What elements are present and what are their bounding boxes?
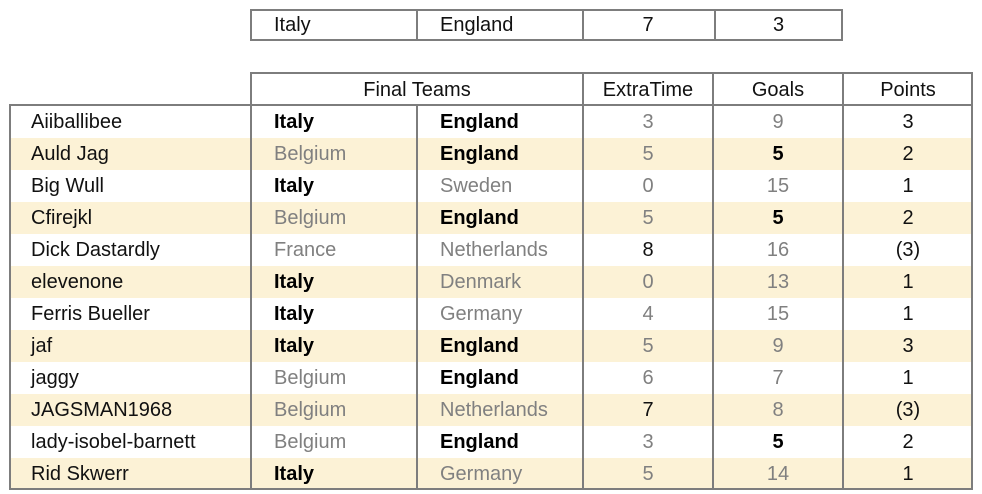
final-team-2: England: [440, 143, 519, 165]
header-final-teams: Final Teams: [363, 79, 471, 101]
goals-value: 15: [766, 303, 790, 325]
player-name: Ferris Bueller: [31, 303, 150, 325]
extra-time-value: 3: [642, 431, 654, 453]
points-value: 2: [902, 431, 914, 453]
goals-value: 16: [766, 239, 790, 261]
column-divider: [714, 11, 716, 39]
final-team-2: Germany: [440, 303, 523, 325]
goals-value: 8: [772, 399, 784, 421]
extra-time-value: 8: [642, 239, 654, 261]
column-divider: [842, 72, 844, 490]
player-name: Cfirejkl: [31, 207, 93, 229]
result-table: [250, 9, 843, 41]
final-team-2: England: [440, 431, 519, 453]
extra-time-value: 5: [642, 463, 654, 485]
result-extra-time: 7: [642, 14, 654, 36]
goals-value: 5: [772, 207, 784, 229]
final-team-2: England: [440, 367, 519, 389]
column-divider: [250, 72, 252, 490]
final-team-2: England: [440, 111, 519, 133]
final-team-1: Belgium: [274, 367, 347, 389]
extra-time-value: 3: [642, 111, 654, 133]
final-team-1: Italy: [274, 111, 315, 133]
player-name: JAGSMAN1968: [31, 399, 173, 421]
points-value: 1: [902, 367, 914, 389]
points-value: 1: [902, 303, 914, 325]
result-goals: 3: [772, 14, 785, 36]
final-team-2: England: [440, 207, 519, 229]
header-points: Points: [880, 79, 936, 101]
row-divider: [9, 104, 973, 106]
goals-value: 7: [772, 367, 784, 389]
header-extra-time: ExtraTime: [602, 79, 694, 101]
table-row: [9, 330, 973, 362]
goals-value: 5: [772, 143, 784, 165]
goals-value: 9: [772, 335, 784, 357]
final-team-1: Belgium: [274, 431, 347, 453]
column-divider: [582, 11, 584, 39]
final-team-2: Netherlands: [440, 399, 548, 421]
points-value: 3: [902, 335, 914, 357]
final-team-2: Germany: [440, 463, 523, 485]
extra-time-value: 5: [642, 335, 654, 357]
final-team-1: Belgium: [274, 207, 347, 229]
final-team-1: Italy: [274, 335, 315, 357]
goals-value: 9: [772, 111, 784, 133]
column-divider: [416, 104, 418, 490]
final-team-1: Italy: [274, 175, 315, 197]
table-row: [9, 266, 973, 298]
points-value: (3): [895, 239, 921, 261]
extra-time-value: 4: [642, 303, 654, 325]
goals-value: 13: [766, 271, 790, 293]
final-team-2: Sweden: [440, 175, 513, 197]
column-divider: [9, 104, 11, 490]
points-value: 3: [902, 111, 914, 133]
final-team-2: Netherlands: [440, 239, 548, 261]
final-team-1: France: [274, 239, 337, 261]
result-team1: Italy: [274, 14, 311, 36]
player-name: lady-isobel-barnett: [31, 431, 196, 453]
points-value: 1: [902, 271, 914, 293]
extra-time-value: 0: [642, 271, 654, 293]
final-team-1: Italy: [274, 463, 315, 485]
extra-time-value: 7: [642, 399, 654, 421]
final-team-1: Belgium: [274, 143, 347, 165]
row-divider: [9, 488, 973, 490]
column-divider: [582, 72, 584, 490]
points-value: 2: [902, 143, 914, 165]
player-name: Auld Jag: [31, 143, 109, 165]
goals-value: 5: [772, 431, 784, 453]
goals-value: 14: [766, 463, 790, 485]
table-row: [9, 138, 973, 170]
table-row: [9, 202, 973, 234]
final-team-2: Denmark: [440, 271, 522, 293]
column-divider: [712, 72, 714, 490]
extra-time-value: 5: [642, 143, 654, 165]
extra-time-value: 5: [642, 207, 654, 229]
player-name: Rid Skwerr: [31, 463, 129, 485]
column-divider: [416, 11, 418, 39]
header-goals: Goals: [751, 79, 805, 101]
player-name: jaf: [31, 335, 53, 357]
points-value: (3): [895, 399, 921, 421]
points-value: 1: [902, 463, 914, 485]
result-team2: England: [440, 14, 514, 36]
final-team-1: Italy: [274, 303, 315, 325]
final-team-1: Italy: [274, 271, 315, 293]
final-team-1: Belgium: [274, 399, 347, 421]
table-row: [9, 458, 973, 490]
goals-value: 15: [766, 175, 790, 197]
extra-time-value: 0: [642, 175, 654, 197]
player-name: Big Wull: [31, 175, 104, 197]
player-name: Dick Dastardly: [31, 239, 160, 261]
player-name: elevenone: [31, 271, 124, 293]
player-name: jaggy: [31, 367, 79, 389]
points-value: 1: [902, 175, 914, 197]
extra-time-value: 6: [642, 367, 654, 389]
player-name: Aiiballibee: [31, 111, 123, 133]
final-team-2: England: [440, 335, 519, 357]
points-value: 2: [902, 207, 914, 229]
table-row: [9, 394, 973, 426]
column-divider: [971, 72, 973, 490]
